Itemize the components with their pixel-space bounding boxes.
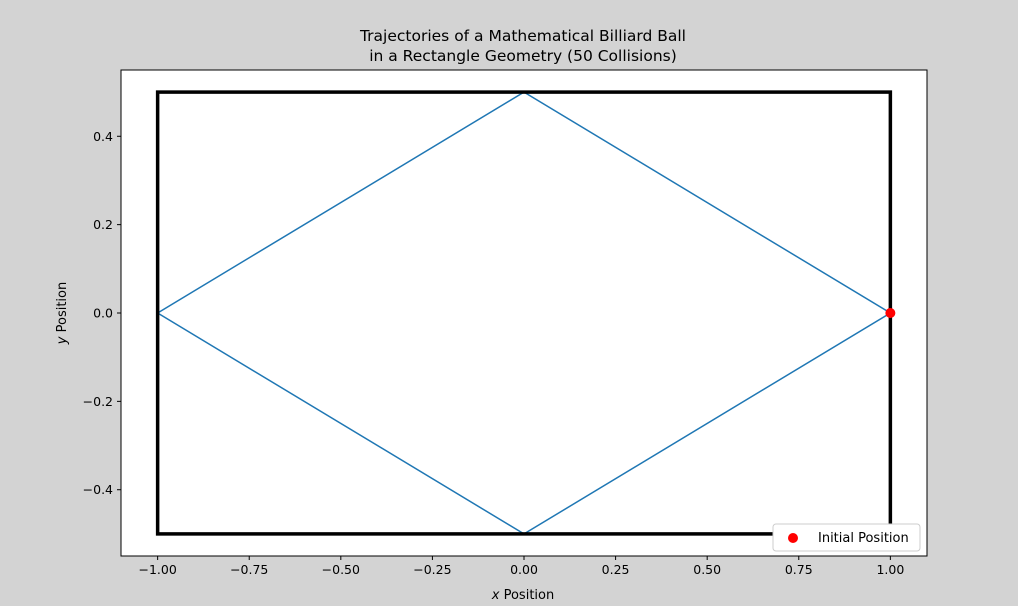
y-tick-label: 0.0 [93,306,113,321]
legend: Initial Position [772,523,921,552]
chart-title-line-1: Trajectories of a Mathematical Billiard … [359,27,686,45]
y-axis-label: y Position [55,282,70,345]
y-tick-label: 0.4 [93,129,113,144]
x-axis: −1.00 −0.75 −0.50 −0.25 0.00 0.25 0.50 0.75 1.00 [138,556,904,577]
y-axis-label-rest: Position [55,282,70,337]
x-tick-label: 0.25 [602,562,630,577]
x-tick-label: −1.00 [138,562,176,577]
x-tick-label: 0.50 [693,562,721,577]
y-tick-label: −0.2 [83,394,113,409]
x-tick-label: 0.75 [785,562,813,577]
x-axis-label: x Position [491,588,554,603]
legend-marker [788,533,798,543]
chart-title-line-2: in a Rectangle Geometry (50 Collisions) [369,47,677,65]
x-tick-label: 1.00 [876,562,904,577]
x-axis-label-var: x [491,588,500,603]
y-tick-label: −0.4 [83,482,113,497]
y-axis: −0.4 −0.2 0.0 0.2 0.4 [83,129,121,497]
initial-position-marker [885,308,896,318]
x-tick-label: −0.50 [322,562,360,577]
legend-label: Initial Position [818,531,909,546]
x-axis-label-rest: Position [499,588,554,603]
x-tick-label: 0.00 [510,562,538,577]
legend-box [772,523,921,552]
x-tick-label: −0.75 [230,562,268,577]
y-axis-label-var: y [55,336,70,345]
x-tick-label: −0.25 [413,562,451,577]
y-tick-label: 0.2 [93,217,113,232]
plot-area [120,69,928,557]
